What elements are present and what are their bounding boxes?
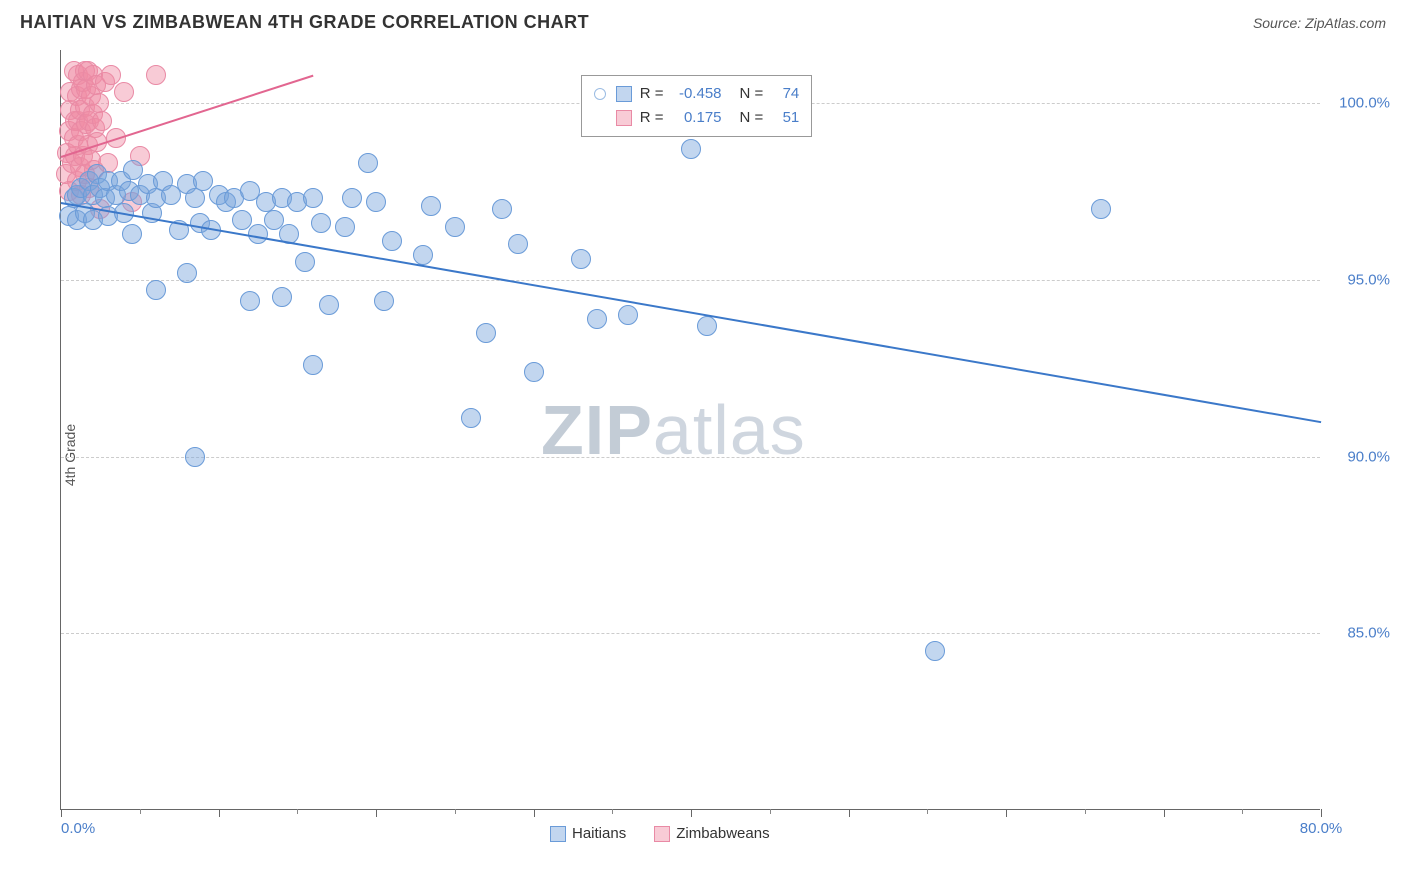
data-point (240, 291, 260, 311)
data-point (272, 287, 292, 307)
stats-r-value: -0.458 (672, 82, 722, 106)
stats-swatch (616, 86, 632, 102)
data-point (571, 249, 591, 269)
x-tick (376, 809, 377, 817)
outlier-icon (594, 88, 606, 100)
data-point (382, 231, 402, 251)
stats-n-label: N = (740, 106, 764, 130)
x-tick (1321, 809, 1322, 817)
data-point (681, 139, 701, 159)
x-minor-tick (1242, 809, 1243, 814)
data-point (335, 217, 355, 237)
x-minor-tick (297, 809, 298, 814)
source-prefix: Source: (1253, 15, 1305, 31)
legend-item: Zimbabweans (654, 825, 769, 842)
data-point (618, 305, 638, 325)
x-tick (219, 809, 220, 817)
x-tick (1006, 809, 1007, 817)
legend-item: Haitians (550, 825, 626, 842)
data-point (445, 217, 465, 237)
x-minor-tick (770, 809, 771, 814)
gridline (61, 457, 1320, 458)
data-point (508, 234, 528, 254)
stats-box: R = -0.458 N = 74 R = 0.175 N = 51 (581, 75, 813, 137)
data-point (101, 65, 121, 85)
data-point (146, 65, 166, 85)
data-point (114, 82, 134, 102)
legend-swatch (654, 826, 670, 842)
data-point (146, 280, 166, 300)
chart-title: HAITIAN VS ZIMBABWEAN 4TH GRADE CORRELAT… (20, 12, 589, 33)
x-tick (691, 809, 692, 817)
data-point (303, 355, 323, 375)
x-tick (849, 809, 850, 817)
data-point (492, 199, 512, 219)
data-point (248, 224, 268, 244)
data-point (122, 224, 142, 244)
x-minor-tick (612, 809, 613, 814)
data-point (697, 316, 717, 336)
stats-r-label: R = (640, 106, 664, 130)
y-tick-label: 85.0% (1347, 625, 1390, 642)
data-point (421, 196, 441, 216)
data-point (366, 192, 386, 212)
legend: Haitians Zimbabweans (550, 825, 770, 842)
x-tick (534, 809, 535, 817)
chart-header: HAITIAN VS ZIMBABWEAN 4TH GRADE CORRELAT… (0, 0, 1406, 41)
x-tick (1164, 809, 1165, 817)
x-tick-label-left: 0.0% (61, 820, 95, 837)
watermark: ZIPatlas (541, 390, 806, 470)
data-point (524, 362, 544, 382)
legend-label: Haitians (572, 825, 626, 842)
stats-n-value: 74 (771, 82, 799, 106)
stats-row: R = -0.458 N = 74 (594, 82, 800, 106)
chart-area: 4th Grade ZIPatlas 85.0%90.0%95.0%100.0%… (60, 50, 1380, 860)
stats-r-value: 0.175 (672, 106, 722, 130)
gridline (61, 633, 1320, 634)
data-point (476, 323, 496, 343)
data-point (177, 263, 197, 283)
legend-swatch (550, 826, 566, 842)
data-point (311, 213, 331, 233)
data-point (92, 111, 112, 131)
data-point (185, 188, 205, 208)
legend-label: Zimbabweans (676, 825, 769, 842)
trend-line (61, 202, 1321, 423)
stats-row: R = 0.175 N = 51 (594, 106, 800, 130)
data-point (319, 295, 339, 315)
data-point (413, 245, 433, 265)
stats-n-label: N = (740, 82, 764, 106)
gridline (61, 280, 1320, 281)
y-tick-label: 95.0% (1347, 271, 1390, 288)
plot-area: ZIPatlas 85.0%90.0%95.0%100.0%0.0%80.0%R… (60, 50, 1320, 810)
data-point (185, 447, 205, 467)
stats-r-label: R = (640, 82, 664, 106)
source-name: ZipAtlas.com (1305, 15, 1386, 31)
data-point (342, 188, 362, 208)
chart-source: Source: ZipAtlas.com (1253, 15, 1386, 31)
data-point (461, 408, 481, 428)
x-tick-label-right: 80.0% (1300, 820, 1343, 837)
x-tick (61, 809, 62, 817)
x-minor-tick (140, 809, 141, 814)
y-tick-label: 100.0% (1339, 95, 1390, 112)
x-minor-tick (927, 809, 928, 814)
stats-swatch (616, 110, 632, 126)
x-minor-tick (1085, 809, 1086, 814)
data-point (358, 153, 378, 173)
x-minor-tick (455, 809, 456, 814)
data-point (303, 188, 323, 208)
data-point (925, 641, 945, 661)
stats-n-value: 51 (771, 106, 799, 130)
y-tick-label: 90.0% (1347, 448, 1390, 465)
data-point (587, 309, 607, 329)
data-point (295, 252, 315, 272)
data-point (374, 291, 394, 311)
data-point (1091, 199, 1111, 219)
